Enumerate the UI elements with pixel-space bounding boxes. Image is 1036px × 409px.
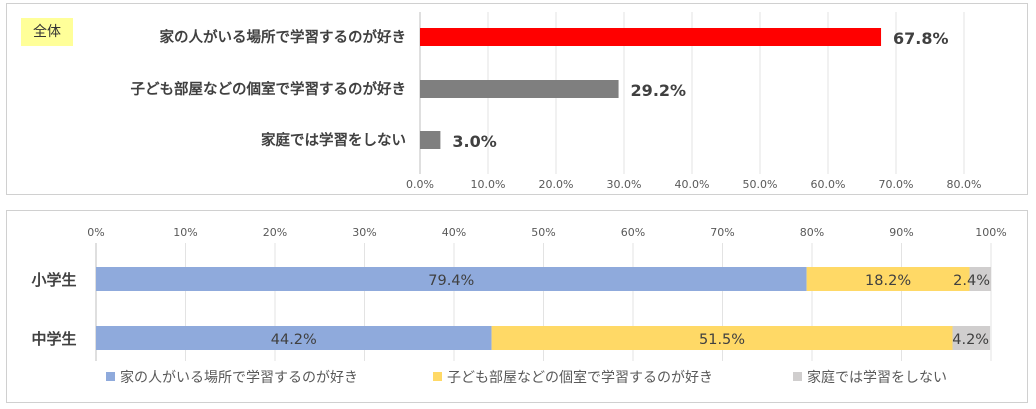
stacked-segment: [96, 326, 492, 350]
overall-chart-panel: 全体 0.0% 10.0% 20.0% 30.0% 40.0% 50.0% 60.0% 70.…: [6, 3, 1028, 195]
category-label: 小学生: [31, 271, 76, 289]
stacked-segment: [806, 267, 970, 291]
overall-bar-chart: 0.0% 10.0% 20.0% 30.0% 40.0% 50.0% 60.0% 70.0% 8…: [131, 12, 982, 191]
data-label: 44.2%: [271, 332, 317, 348]
x-tick-label: 10%: [173, 226, 197, 239]
data-label: 29.2%: [631, 81, 687, 100]
x-tick-label: 20.0%: [539, 178, 574, 191]
category-label: 家庭では学習をしない: [261, 131, 406, 149]
bar: [420, 28, 882, 46]
x-tick-label: 60.0%: [811, 178, 846, 191]
bar: [420, 131, 441, 149]
category-label: 中学生: [31, 330, 76, 348]
grade-chart-panel: 0% 10% 20% 30% 40% 50% 60% 70% 80% 90% 100% 小学生 79.4…: [6, 210, 1028, 403]
grade-stacked-bar-chart: 0% 10% 20% 30% 40% 50% 60% 70% 80% 90% 100% 小学生 79.4…: [31, 226, 1006, 386]
x-tick-label: 70.0%: [879, 178, 914, 191]
x-tick-label: 80%: [800, 226, 824, 239]
x-tick-label: 80.0%: [947, 178, 982, 191]
category-label: 家の人がいる場所で学習するのが好き: [160, 28, 407, 46]
x-tick-label: 100%: [975, 226, 1006, 239]
x-tick-label: 50.0%: [743, 178, 778, 191]
x-tick-label: 70%: [710, 226, 734, 239]
x-tick-label: 20%: [263, 226, 287, 239]
x-tick-label: 40.0%: [675, 178, 710, 191]
category-label: 子ども部屋などの個室で学習するのが好き: [131, 80, 407, 98]
data-label: 3.0%: [452, 132, 496, 151]
stacked-segment: [952, 326, 991, 350]
x-tick-label: 10.0%: [471, 178, 506, 191]
data-label: 79.4%: [428, 273, 474, 289]
legend-swatch: [106, 372, 115, 381]
legend-label: 家の人がいる場所で学習するのが好き: [120, 369, 358, 386]
x-tick-label: 0%: [87, 226, 104, 239]
legend-swatch: [793, 372, 802, 381]
data-label: 67.8%: [893, 29, 949, 48]
stacked-segment: [491, 326, 953, 350]
stacked-segment: [969, 267, 991, 291]
data-label: 18.2%: [865, 273, 911, 289]
x-tick-label: 30%: [352, 226, 376, 239]
overall-badge: 全体: [21, 18, 73, 46]
data-label: 4.2%: [952, 332, 989, 348]
legend-label: 家庭では学習をしない: [807, 369, 947, 386]
data-label: 51.5%: [699, 332, 745, 348]
x-tick-label: 90%: [889, 226, 913, 239]
x-tick-label: 30.0%: [607, 178, 642, 191]
legend-label: 子ども部屋などの個室で学習するのが好き: [447, 369, 713, 386]
legend-swatch: [433, 372, 442, 381]
bar: [420, 80, 619, 98]
x-tick-label: 0.0%: [406, 178, 434, 191]
data-label: 2.4%: [953, 273, 990, 289]
x-tick-label: 40%: [442, 226, 466, 239]
stacked-segment: [96, 267, 807, 291]
x-tick-label: 60%: [621, 226, 645, 239]
x-tick-label: 50%: [531, 226, 555, 239]
